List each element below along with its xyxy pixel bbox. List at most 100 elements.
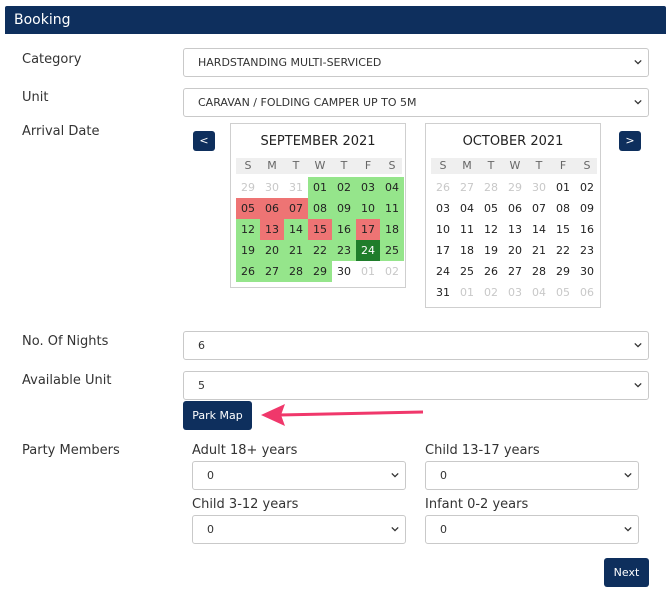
- calendar-day: 22: [556, 244, 570, 257]
- calendar-october: OCTOBER 2021 S M T W T F S 26 27 28 29 30 01 02 03 04 0…: [425, 123, 601, 308]
- child3-value: 0: [207, 523, 214, 536]
- weekday-label: T: [340, 159, 348, 172]
- next-button[interactable]: Next: [604, 558, 649, 587]
- calendar-day[interactable]: 12: [236, 219, 260, 240]
- prev-month-button[interactable]: <: [193, 131, 215, 151]
- calendar-day: 30: [337, 265, 351, 278]
- calendar-day: 01: [361, 265, 375, 278]
- calendar-day[interactable]: 18: [380, 219, 404, 240]
- calendar-day: 06: [508, 202, 522, 215]
- arrival-date-label: Arrival Date: [22, 124, 100, 139]
- calendar-day: 29: [508, 181, 522, 194]
- nights-label: No. Of Nights: [22, 334, 109, 349]
- calendar-day: 24: [436, 265, 450, 278]
- calendar-day: 30: [580, 265, 594, 278]
- child13-value: 0: [440, 469, 447, 482]
- calendar-day: 14: [532, 223, 546, 236]
- chevron-down-icon: [624, 526, 632, 532]
- calendar-day: 20: [508, 244, 522, 257]
- child13-select[interactable]: 0: [425, 461, 639, 490]
- weekday-label: M: [267, 159, 277, 172]
- calendar-day[interactable]: 14: [284, 219, 308, 240]
- calendar-day: 19: [484, 244, 498, 257]
- weekday-label: W: [314, 159, 326, 172]
- calendar-day[interactable]: 11: [380, 198, 404, 219]
- calendar-day: 05: [484, 202, 498, 215]
- calendar-day: 01: [556, 181, 570, 194]
- weekday-label: T: [292, 159, 300, 172]
- chevron-down-icon: [634, 382, 642, 388]
- calendar-day: 25: [460, 265, 474, 278]
- calendar-day: 31: [289, 181, 303, 194]
- calendar-title: OCTOBER 2021: [462, 134, 564, 149]
- child13-label: Child 13-17 years: [425, 443, 540, 458]
- calendar-day: 15: [308, 219, 332, 240]
- calendar-day[interactable]: 03: [356, 177, 380, 198]
- adult-select[interactable]: 0: [192, 461, 406, 490]
- calendar-day: 15: [556, 223, 570, 236]
- unit-value: CARAVAN / FOLDING CAMPER UP TO 5M: [198, 96, 417, 109]
- weekday-label: M: [462, 159, 472, 172]
- calendar-day[interactable]: 19: [236, 240, 260, 261]
- weekday-label: F: [559, 159, 567, 172]
- calendar-day[interactable]: 27: [260, 261, 284, 282]
- unit-select[interactable]: CARAVAN / FOLDING CAMPER UP TO 5M: [183, 88, 649, 117]
- calendar-day[interactable]: 04: [380, 177, 404, 198]
- party-members-label: Party Members: [22, 443, 120, 458]
- weekday-label: S: [244, 159, 252, 172]
- calendar-day: 13: [508, 223, 522, 236]
- infant-select[interactable]: 0: [425, 515, 639, 544]
- calendar-day[interactable]: 10: [356, 198, 380, 219]
- weekday-label: F: [364, 159, 372, 172]
- calendar-day: 07: [532, 202, 546, 215]
- calendar-day[interactable]: 29: [308, 261, 332, 282]
- available-unit-label: Available Unit: [22, 373, 112, 388]
- calendar-day: 17: [436, 244, 450, 257]
- calendar-day: 30: [265, 181, 279, 194]
- calendar-day[interactable]: 20: [260, 240, 284, 261]
- calendar-day[interactable]: 08: [308, 198, 332, 219]
- adult-label: Adult 18+ years: [192, 443, 298, 458]
- chevron-down-icon: [634, 99, 642, 105]
- calendar-day[interactable]: 02: [332, 177, 356, 198]
- booking-header: Booking: [5, 6, 666, 34]
- child3-select[interactable]: 0: [192, 515, 406, 544]
- next-month-button[interactable]: >: [619, 131, 641, 151]
- chevron-down-icon: [391, 526, 399, 532]
- weekday-label: T: [535, 159, 543, 172]
- calendar-day: 29: [241, 181, 255, 194]
- calendar-day: 03: [436, 202, 450, 215]
- chevron-down-icon: [634, 59, 642, 65]
- category-value: HARDSTANDING MULTI-SERVICED: [198, 56, 382, 69]
- calendar-day[interactable]: 16: [332, 219, 356, 240]
- available-unit-value: 5: [198, 379, 205, 392]
- calendar-day: 28: [484, 181, 498, 194]
- weekday-label: S: [439, 159, 447, 172]
- calendar-day: 08: [556, 202, 570, 215]
- calendar-day[interactable]: 22: [308, 240, 332, 261]
- calendar-day[interactable]: 26: [236, 261, 260, 282]
- calendar-day: 13: [260, 219, 284, 240]
- calendar-day[interactable]: 09: [332, 198, 356, 219]
- nights-select[interactable]: 6: [183, 331, 649, 360]
- infant-value: 0: [440, 523, 447, 536]
- calendar-day: 26: [484, 265, 498, 278]
- nights-value: 6: [198, 339, 205, 352]
- adult-value: 0: [207, 469, 214, 482]
- calendar-day[interactable]: 25: [380, 240, 404, 261]
- calendar-day: 21: [532, 244, 546, 257]
- calendar-day[interactable]: 23: [332, 240, 356, 261]
- available-unit-select[interactable]: 5: [183, 371, 649, 400]
- calendar-day[interactable]: 28: [284, 261, 308, 282]
- category-select[interactable]: HARDSTANDING MULTI-SERVICED: [183, 48, 649, 77]
- calendar-day: 05: [236, 198, 260, 219]
- calendar-day: 03: [508, 286, 522, 299]
- park-map-button[interactable]: Park Map: [183, 401, 252, 430]
- calendar-day[interactable]: 24: [356, 240, 380, 261]
- calendar-day[interactable]: 21: [284, 240, 308, 261]
- calendar-day: 26: [436, 181, 450, 194]
- calendar-day[interactable]: 01: [308, 177, 332, 198]
- calendar-day: 09: [580, 202, 594, 215]
- calendar-day: 17: [356, 219, 380, 240]
